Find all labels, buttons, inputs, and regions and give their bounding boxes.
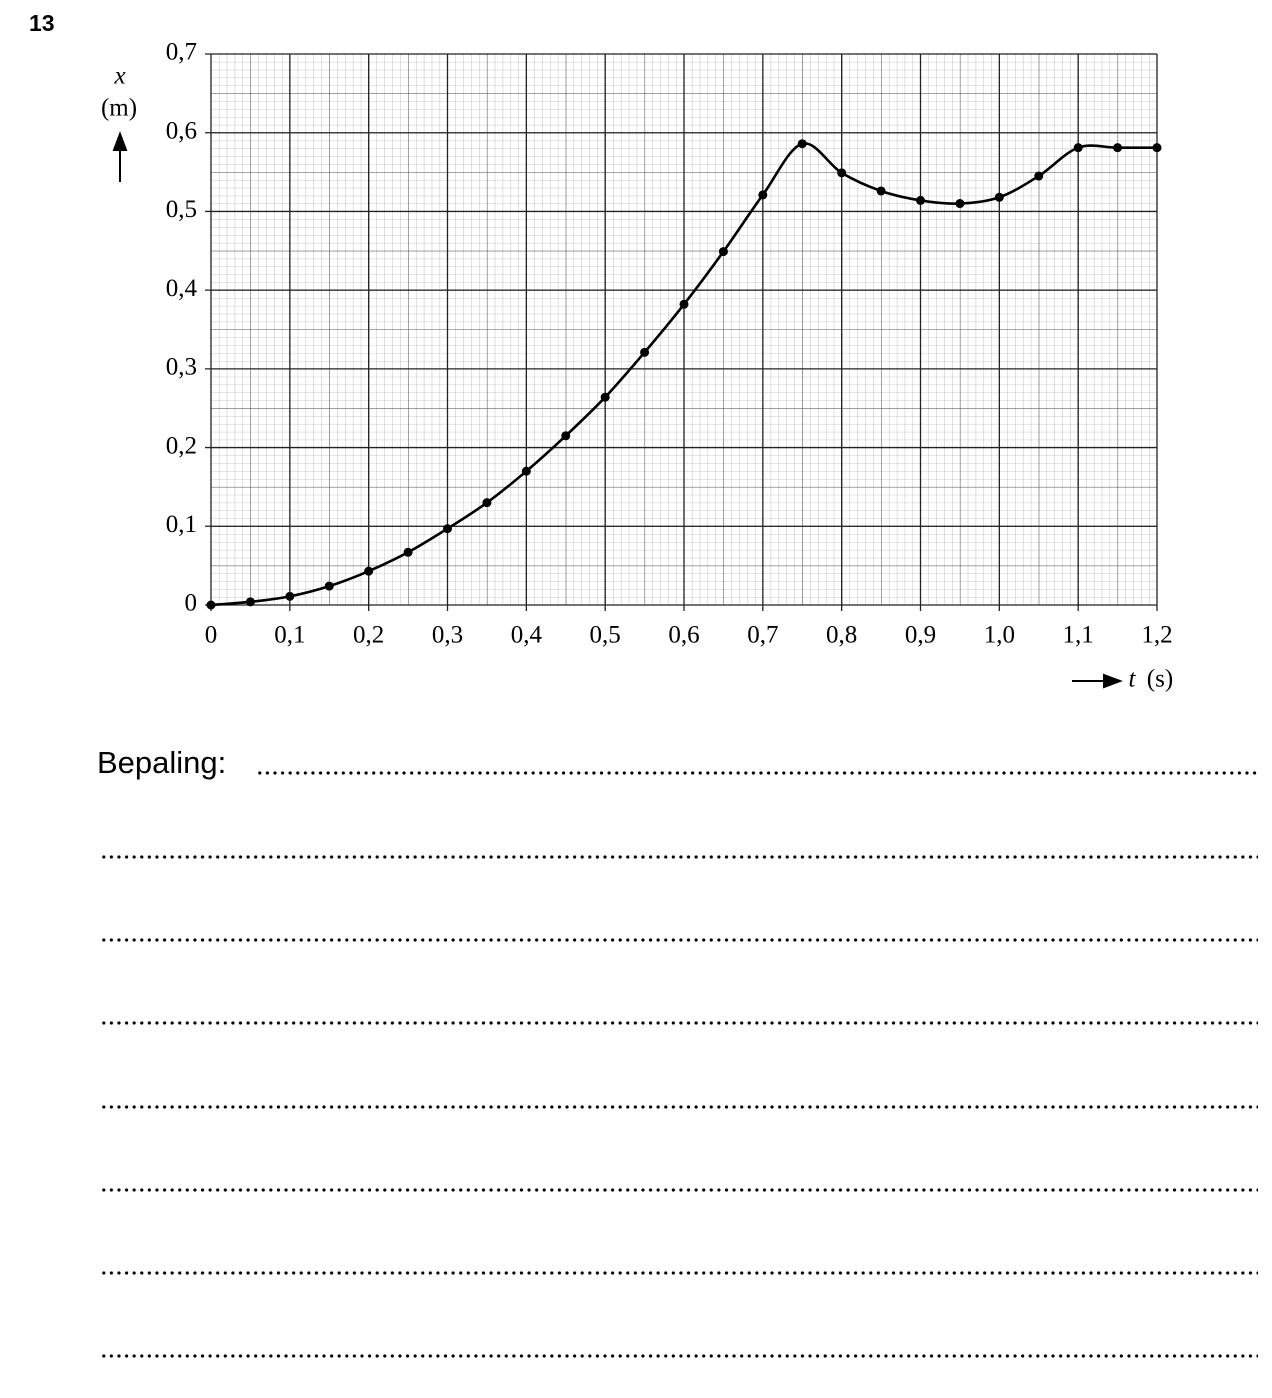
x-tick-label: 0,3	[432, 622, 463, 649]
x-tick-label: 0,5	[590, 622, 621, 649]
y-tick-label: 0,1	[166, 511, 197, 538]
data-point	[837, 168, 847, 178]
dotted-line	[100, 938, 1258, 942]
y-tick-label: 0,7	[166, 39, 197, 66]
data-point	[994, 192, 1004, 202]
data-point	[443, 524, 452, 534]
chart: x (m) t (s) 0 0,1 0,2 0,3 0,4 0,5 0,6 0,7 0 0,1 0,…	[101, 39, 1173, 693]
dotted-line	[100, 1188, 1258, 1192]
y-axis-unit: (m)	[101, 95, 137, 122]
y-arrow	[112, 131, 128, 182]
data-point	[1034, 171, 1044, 181]
x-tick-label: 0,7	[747, 622, 778, 649]
y-tick-label: 0	[185, 590, 198, 617]
data-point	[758, 190, 768, 200]
data-point	[1152, 143, 1162, 153]
data-point	[797, 139, 807, 149]
data-point	[403, 547, 413, 557]
x-tick-label: 0,8	[826, 622, 857, 649]
data-point	[285, 591, 295, 601]
data-point	[600, 392, 610, 402]
data-point	[640, 347, 650, 357]
question-number: 13	[29, 10, 55, 36]
x-tick-label: 0	[205, 622, 218, 649]
data-point	[561, 431, 571, 441]
x-tick-label: 1,0	[984, 622, 1015, 649]
x-axis-label: t	[1129, 666, 1137, 693]
x-tick-label: 0,1	[274, 622, 305, 649]
x-arrow	[1072, 673, 1123, 689]
dotted-line	[100, 1271, 1258, 1275]
data-point	[916, 195, 925, 205]
y-tick-label: 0,3	[166, 354, 197, 381]
y-tick-label: 0,4	[166, 275, 198, 302]
dotted-line	[100, 1105, 1258, 1109]
data-point	[206, 600, 216, 610]
x-tick-label: 1,2	[1141, 622, 1172, 649]
dotted-line	[256, 771, 1258, 775]
data-point	[482, 498, 492, 508]
x-axis-unit: (s)	[1147, 666, 1173, 693]
x-tick-label: 0,4	[511, 622, 543, 649]
data-point	[1073, 143, 1083, 153]
data-point	[955, 199, 965, 209]
x-tick-label: 0,6	[668, 622, 699, 649]
x-tick-label: 1,1	[1063, 622, 1094, 649]
dotted-line	[100, 1354, 1258, 1358]
answer-label: Bepaling:	[97, 745, 227, 780]
y-axis-label: x	[113, 63, 125, 90]
data-point	[876, 186, 886, 196]
data-point	[364, 566, 374, 576]
data-point	[679, 299, 689, 309]
y-tick-label: 0,2	[166, 432, 197, 459]
x-tick-label: 0,9	[905, 622, 936, 649]
y-tick-label: 0,6	[166, 117, 197, 144]
data-point	[245, 597, 255, 607]
dotted-line	[100, 1021, 1258, 1025]
x-tick-label: 0,2	[353, 622, 384, 649]
data-point	[521, 466, 531, 476]
y-tick-label: 0,5	[166, 196, 197, 223]
dotted-line	[100, 855, 1258, 859]
data-point	[1113, 143, 1123, 153]
data-point	[718, 247, 728, 257]
data-point	[324, 581, 334, 591]
